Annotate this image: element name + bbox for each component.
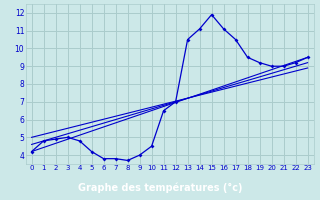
Text: Graphe des températures (°c): Graphe des températures (°c) (78, 182, 242, 193)
